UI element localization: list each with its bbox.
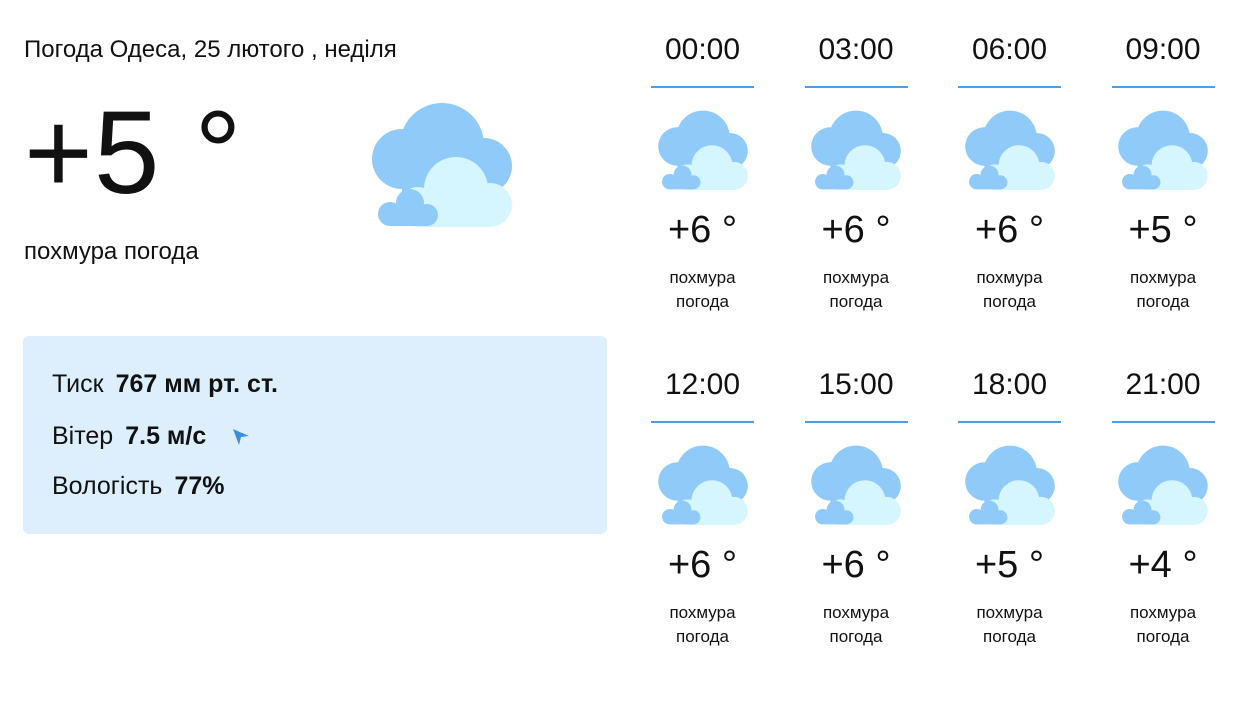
cloudy-icon (811, 445, 901, 525)
wind-value: 7.5 м/с (125, 422, 207, 450)
description-line: погода (829, 627, 883, 646)
description-line: похмура (669, 268, 736, 287)
cloudy-icon (964, 110, 1055, 190)
pressure-row: Тиск 767 мм рт. ст. (52, 370, 278, 399)
description-line: погода (983, 627, 1036, 646)
hour-temperature: +6 ° (667, 209, 738, 251)
pressure-value: 767 мм рт. ст. (115, 370, 278, 398)
hour-time: 06:00 (958, 30, 1061, 88)
hourly-item: 18:00 +5 ° похмура погода (958, 365, 1061, 649)
humidity-value: 77% (174, 472, 225, 500)
wind-label: Вітер (52, 422, 114, 450)
hour-temperature: +5 ° (974, 544, 1045, 586)
hour-temperature: +5 ° (1128, 209, 1198, 251)
cloudy-icon (1118, 445, 1208, 525)
hour-temperature: +6 ° (667, 544, 738, 586)
hour-description: похмура погода (805, 266, 908, 314)
hour-description: похмура погода (1112, 601, 1215, 649)
hour-temperature: +4 ° (1128, 544, 1198, 586)
hour-description: похмура погода (958, 601, 1061, 649)
hour-time: 18:00 (958, 365, 1061, 423)
wind-direction-arrow-icon (233, 429, 250, 446)
hour-time: 21:00 (1111, 365, 1215, 423)
hour-time: 12:00 (651, 365, 754, 423)
hourly-item: 06:00 +6 ° похмура погода (958, 30, 1061, 314)
hour-time: 09:00 (1111, 30, 1215, 88)
hour-time: 03:00 (804, 30, 908, 88)
description-line: погода (676, 627, 729, 646)
description-line: похмура (669, 603, 736, 622)
cloudy-icon (657, 445, 748, 525)
cloudy-icon (657, 110, 748, 190)
details-panel: Тиск 767 мм рт. ст. Вітер 7.5 м/с Вологіст… (23, 336, 607, 534)
hour-description: похмура погода (1112, 266, 1215, 314)
hour-description: похмура погода (651, 601, 754, 649)
hour-temperature: +6 ° (974, 209, 1045, 251)
description-line: погода (676, 292, 729, 311)
description-line: погода (829, 292, 883, 311)
description-line: похмура (976, 603, 1043, 622)
hourly-item: 09:00 +5 ° похмура погода (1111, 30, 1215, 314)
pressure-label: Тиск (52, 370, 104, 398)
page-title: Погода Одеса, 25 лютого , неділя (24, 36, 397, 63)
hourly-item: 15:00 +6 ° похмура погода (804, 365, 908, 649)
humidity-row: Вологість 77% (52, 472, 225, 501)
description-line: похмура (1129, 268, 1197, 287)
description-line: похмура (976, 268, 1043, 287)
description-line: похмура (822, 268, 890, 287)
humidity-label: Вологість (52, 472, 163, 500)
hour-temperature: +6 ° (821, 544, 891, 586)
hourly-item: 21:00 +4 ° похмура погода (1111, 365, 1215, 649)
hour-description: похмура погода (805, 601, 908, 649)
wind-row: Вітер 7.5 м/с (52, 422, 251, 451)
hourly-item: 03:00 +6 ° похмура погода (804, 30, 908, 314)
cloudy-icon (964, 445, 1055, 525)
hour-time: 15:00 (804, 365, 908, 423)
description-line: погода (1136, 292, 1190, 311)
description-line: погода (983, 292, 1036, 311)
description-line: погода (1136, 627, 1190, 646)
description-line: похмура (1129, 603, 1197, 622)
hourly-item: 12:00 +6 ° похмура погода (651, 365, 754, 649)
description-line: похмура (822, 603, 890, 622)
hour-temperature: +6 ° (821, 209, 891, 251)
hour-time: 00:00 (651, 30, 754, 88)
cloudy-icon (372, 103, 512, 227)
hour-description: похмура погода (651, 266, 754, 314)
cloudy-icon (811, 110, 901, 190)
current-description: похмура погода (24, 238, 199, 265)
cloudy-icon (1118, 110, 1208, 190)
hour-description: похмура погода (958, 266, 1061, 314)
hourly-item: 00:00 +6 ° похмура погода (651, 30, 754, 314)
current-temperature: +5 ° (24, 87, 243, 219)
